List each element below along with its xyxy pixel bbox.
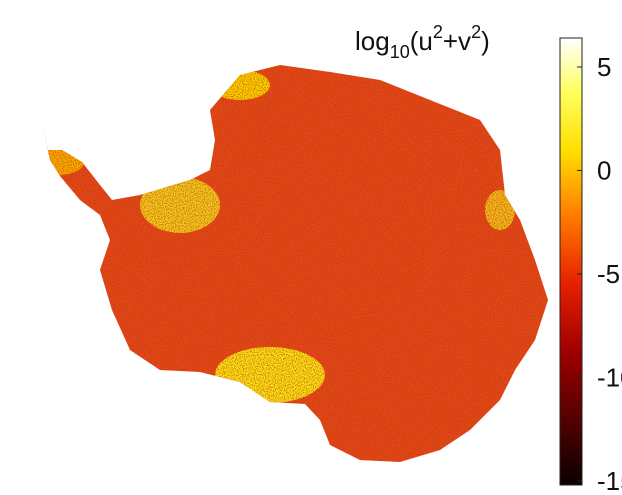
page: log10(u2+v2) 50-5-10-15 (() => { const d…: [0, 0, 622, 490]
tick-label: -10: [597, 362, 622, 392]
label-part: 2: [471, 22, 481, 42]
label-part: +v: [443, 26, 471, 56]
figure: log10(u2+v2) 50-5-10-15: [0, 0, 622, 490]
label-part: (u: [410, 26, 433, 56]
label-part: ): [481, 26, 490, 56]
label-part: log: [355, 26, 390, 56]
tick-label: -15: [597, 466, 622, 490]
colorbar-label: log10(u2+v2): [355, 22, 490, 62]
tick-label: -5: [597, 259, 620, 289]
label-part: 10: [390, 42, 410, 62]
tick-label: 0: [597, 155, 611, 185]
colorbar: [560, 38, 582, 485]
label-part: 2: [433, 22, 443, 42]
antarctica: [0, 0, 560, 490]
tick-label: 5: [597, 52, 611, 82]
